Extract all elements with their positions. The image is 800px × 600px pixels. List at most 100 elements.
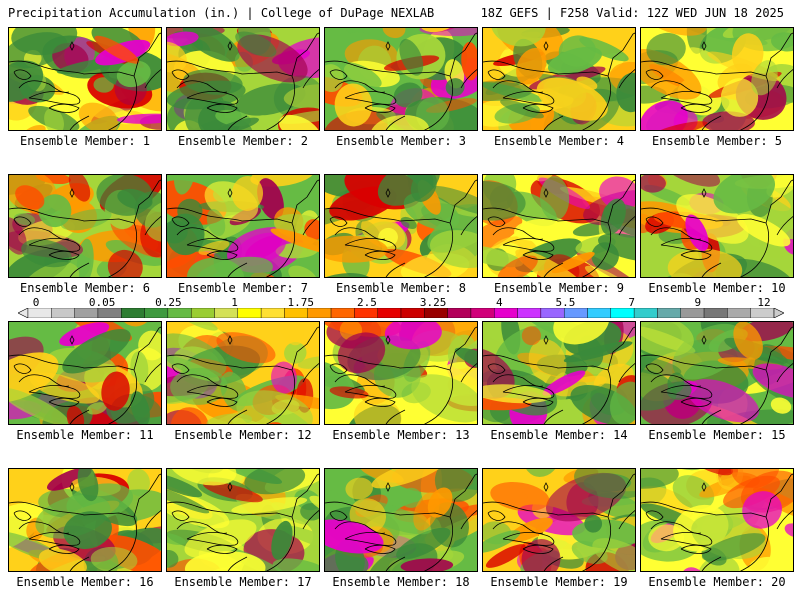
precip-map — [483, 322, 635, 424]
precip-map — [9, 469, 161, 571]
colorbar-swatch — [284, 308, 308, 318]
ensemble-member-label: Ensemble Member: 6 — [19, 281, 151, 295]
colorbar-swatch — [74, 308, 99, 318]
colorbar-swatch — [237, 308, 262, 318]
header-title-left: Precipitation Accumulation (in.) | Colle… — [8, 6, 435, 20]
colorbar-swatch — [494, 308, 518, 318]
ensemble-panel — [482, 174, 636, 278]
ensemble-member-label: Ensemble Member: 19 — [490, 575, 628, 589]
ensemble-member-label: Ensemble Member: 5 — [651, 134, 783, 148]
colorbar-swatch — [260, 308, 285, 318]
precip-map — [483, 469, 635, 571]
colorbar-swatch — [703, 308, 728, 318]
colorbar-swatch — [610, 308, 635, 318]
colorbar-tick-label: 0 — [32, 296, 40, 309]
ensemble-member-label: Ensemble Member: 13 — [332, 428, 470, 442]
ensemble-member-label: Ensemble Member: 3 — [335, 134, 467, 148]
ensemble-member-label: Ensemble Member: 10 — [648, 281, 786, 295]
colorbar-tick-label: 2.5 — [356, 296, 377, 309]
ensemble-member-label: Ensemble Member: 11 — [16, 428, 154, 442]
colorbar-swatch — [377, 308, 402, 318]
precip-colorbar — [18, 308, 784, 318]
ensemble-member-label: Ensemble Member: 2 — [177, 134, 309, 148]
precip-map — [641, 175, 793, 277]
precip-map — [641, 28, 793, 130]
colorbar-tick-label: 5.5 — [555, 296, 576, 309]
ensemble-panel — [640, 468, 794, 572]
colorbar-swatch — [307, 308, 332, 318]
ensemble-panel — [324, 321, 478, 425]
colorbar-swatch — [190, 308, 215, 318]
ensemble-panel — [482, 27, 636, 131]
ensemble-panel — [640, 321, 794, 425]
colorbar-swatch — [400, 308, 425, 318]
colorbar-swatch — [540, 308, 565, 318]
ensemble-member-label: Ensemble Member: 17 — [174, 575, 312, 589]
ensemble-member-label: Ensemble Member: 14 — [490, 428, 628, 442]
precip-map — [167, 322, 319, 424]
ensemble-member-label: Ensemble Member: 1 — [19, 134, 151, 148]
ensemble-member-label: Ensemble Member: 7 — [177, 281, 309, 295]
ensemble-panel — [640, 27, 794, 131]
precip-map — [641, 469, 793, 571]
colorbar-swatch — [517, 308, 542, 318]
precip-map — [325, 469, 477, 571]
precip-map — [167, 175, 319, 277]
precip-map — [9, 175, 161, 277]
ensemble-panel — [166, 468, 320, 572]
ensemble-member-label: Ensemble Member: 18 — [332, 575, 470, 589]
precip-map — [9, 28, 161, 130]
ensemble-panel — [166, 27, 320, 131]
colorbar-arrow-right — [773, 308, 784, 318]
ensemble-panel — [324, 468, 478, 572]
ensemble-member-label: Ensemble Member: 12 — [174, 428, 312, 442]
colorbar-tick-label: 1 — [231, 296, 238, 309]
colorbar-swatch — [680, 308, 705, 318]
ensemble-panel — [324, 27, 478, 131]
ensemble-panel — [166, 321, 320, 425]
ensemble-panel — [8, 321, 162, 425]
precip-map — [167, 469, 319, 571]
ensemble-panel — [8, 174, 162, 278]
header-title-right: 18Z GEFS | F258 Valid: 12Z WED JUN 18 20… — [480, 6, 784, 20]
ensemble-panel — [324, 174, 478, 278]
precip-map — [483, 28, 635, 130]
colorbar-swatch — [587, 308, 612, 318]
ensemble-member-label: Ensemble Member: 8 — [335, 281, 467, 295]
colorbar-tick-label: 7 — [628, 296, 635, 309]
colorbar-swatch — [354, 308, 378, 318]
precip-map — [641, 322, 793, 424]
colorbar-swatch — [750, 308, 775, 318]
colorbar-swatch — [97, 308, 122, 318]
ensemble-panel — [8, 468, 162, 572]
colorbar-swatch — [633, 308, 658, 318]
colorbar-arrow-left — [18, 308, 29, 318]
ensemble-member-label: Ensemble Member: 16 — [16, 575, 154, 589]
colorbar-swatch — [330, 308, 355, 318]
precip-map — [483, 175, 635, 277]
colorbar-swatch — [51, 308, 75, 318]
ensemble-panel — [166, 174, 320, 278]
ensemble-member-label: Ensemble Member: 4 — [493, 134, 625, 148]
ensemble-panel — [8, 27, 162, 131]
precip-map — [325, 175, 477, 277]
colorbar-swatch — [167, 308, 192, 318]
colorbar-swatch — [27, 308, 52, 318]
precip-map — [325, 28, 477, 130]
ensemble-panel — [640, 174, 794, 278]
colorbar-tick-label: 12 — [757, 296, 771, 309]
colorbar-swatch — [727, 308, 751, 318]
colorbar-tick-label: 0.05 — [88, 296, 116, 309]
colorbar-tick-label: 1.75 — [287, 296, 314, 309]
precip-map — [167, 28, 319, 130]
colorbar-swatch — [563, 308, 588, 318]
colorbar-swatch — [657, 308, 681, 318]
colorbar-swatch — [214, 308, 239, 318]
precip-map — [325, 322, 477, 424]
ensemble-member-label: Ensemble Member: 20 — [648, 575, 786, 589]
colorbar-swatch — [121, 308, 145, 318]
ensemble-panel — [482, 321, 636, 425]
colorbar-swatch — [470, 308, 495, 318]
ensemble-member-label: Ensemble Member: 15 — [648, 428, 786, 442]
colorbar-tick-label: 4 — [495, 296, 503, 309]
